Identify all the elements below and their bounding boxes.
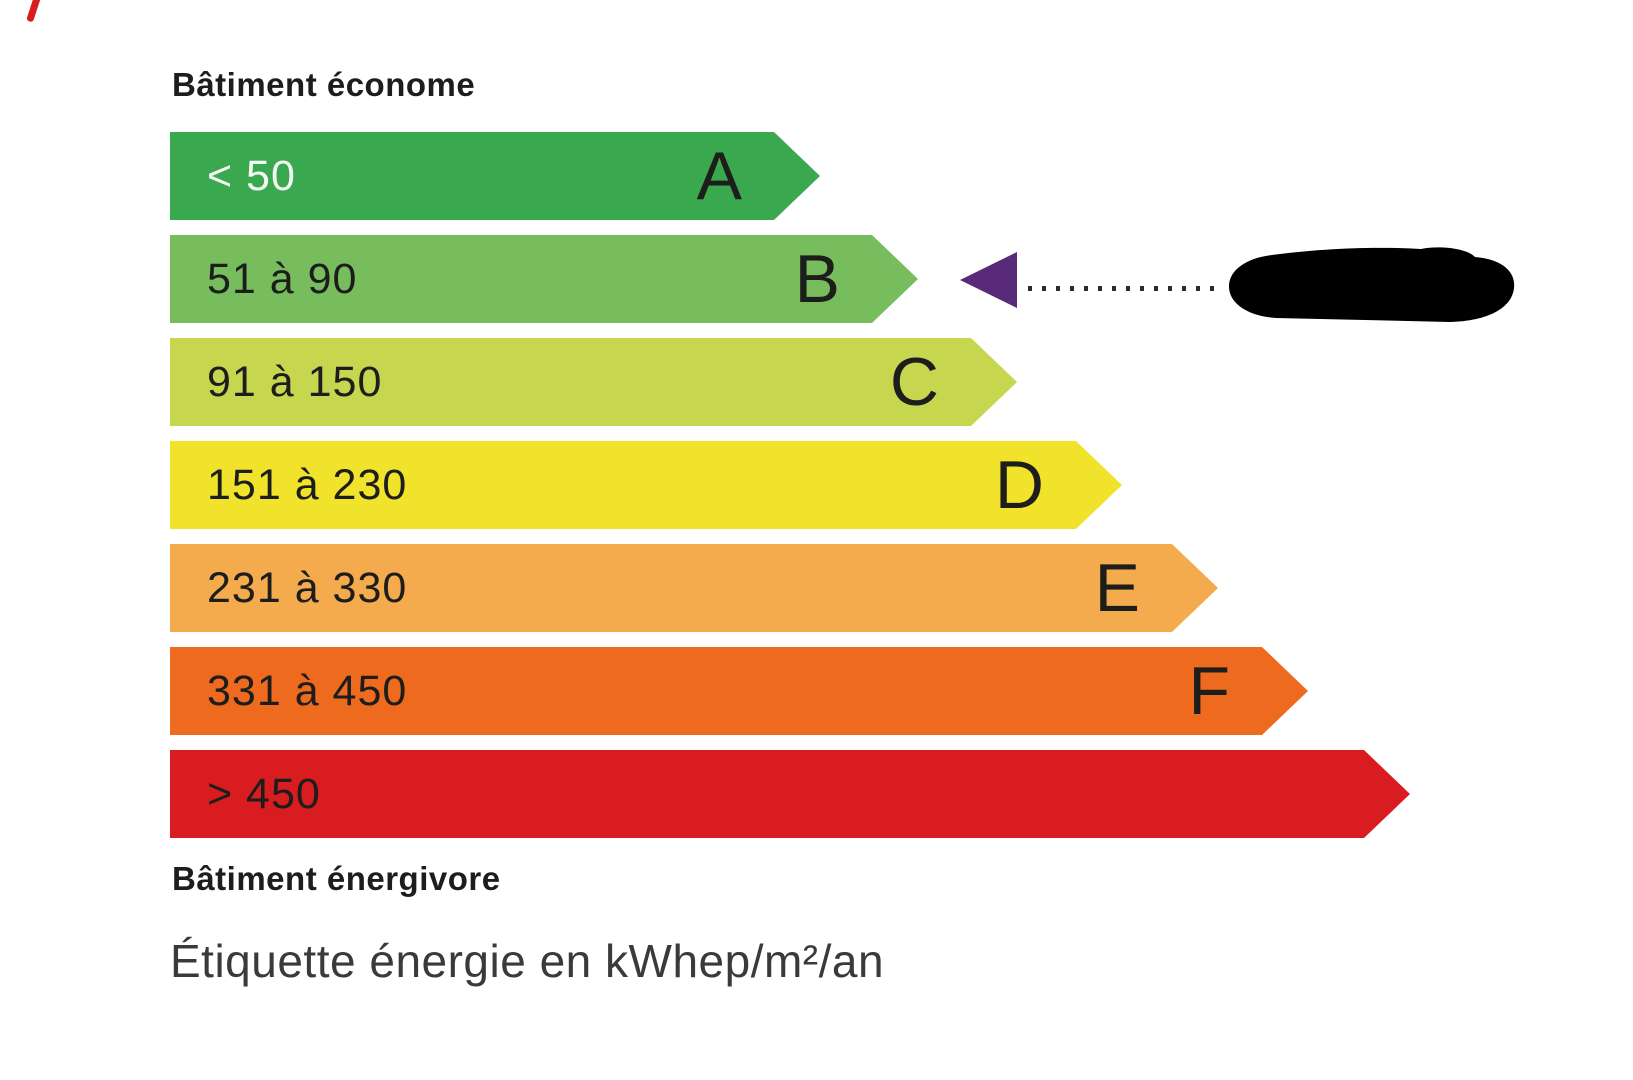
energy-bar-c: 91 à 150 C: [170, 338, 1017, 426]
indicator-arrow-icon: [960, 252, 1017, 308]
label-batiment-econome: Bâtiment économe: [172, 66, 476, 103]
label-batiment-energivore: Bâtiment énergivore: [172, 860, 501, 897]
energy-bar-e: 231 à 330 E: [170, 544, 1218, 632]
redacted-value-blob: [1228, 247, 1515, 322]
energy-range-label: 231 à 330: [207, 563, 408, 612]
energy-class-letter: F: [1188, 653, 1230, 729]
energy-range-label: < 50: [207, 151, 296, 200]
energy-class-letter: A: [696, 138, 742, 214]
energy-class-letter: E: [1094, 550, 1140, 626]
energy-bar-a: < 50 A: [170, 132, 820, 220]
caption-etiquette-energie: Étiquette énergie en kWhep/m²/an: [170, 935, 885, 987]
energy-range-label: 51 à 90: [207, 254, 358, 303]
energy-range-label: > 450: [207, 769, 321, 818]
indicator-dotted-line: [1028, 286, 1224, 291]
energy-scale: < 50 A 51 à 90 B 91 à 150 C 151 à 230 D 231 à 33…: [170, 132, 1410, 853]
energy-range-label: 91 à 150: [207, 357, 383, 406]
energy-bar-d: 151 à 230 D: [170, 441, 1122, 529]
energy-bar-g: > 450: [170, 750, 1410, 838]
energy-range-label: 151 à 230: [207, 460, 408, 509]
energy-class-letter: B: [794, 241, 840, 317]
energy-range-label: 331 à 450: [207, 666, 408, 715]
energy-class-letter: C: [889, 344, 939, 420]
energy-class-letter: D: [994, 447, 1044, 523]
energy-bar-f: 331 à 450 F: [170, 647, 1308, 735]
energy-bar-b: 51 à 90 B: [170, 235, 918, 323]
edge-artifact-mark: [26, 0, 41, 23]
